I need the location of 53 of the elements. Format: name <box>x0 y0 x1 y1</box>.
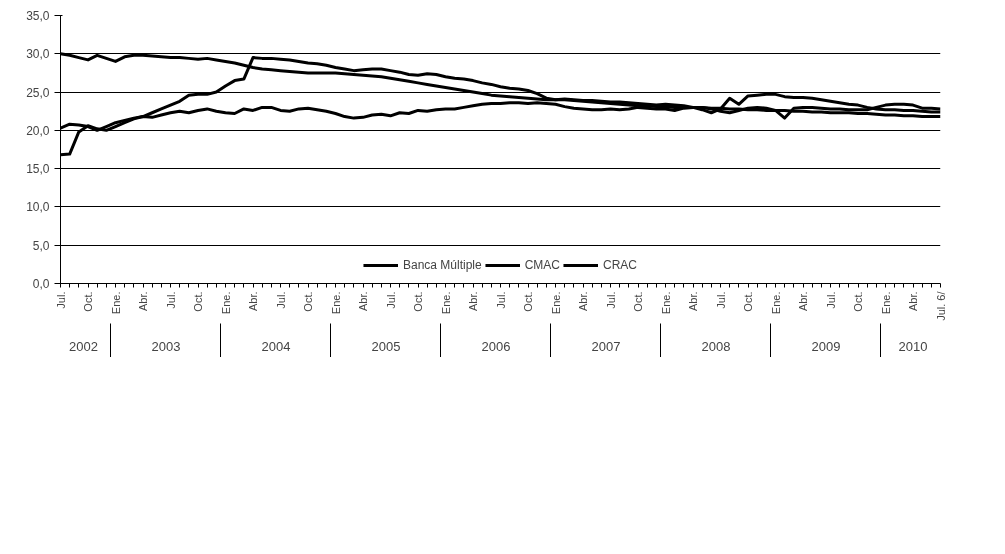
legend-label: CRAC <box>603 258 638 272</box>
x-tick-label: Abr. <box>357 291 369 312</box>
x-tick-label: Oct. <box>632 291 644 312</box>
x-tick-label: Oct. <box>192 291 204 312</box>
x-tick-label: Oct. <box>412 291 424 312</box>
x-tick-label: Abr. <box>907 291 919 312</box>
x-tick-label: Oct. <box>522 291 534 312</box>
x-tick-label: Ene. <box>329 291 342 315</box>
text: 2007 <box>591 338 621 354</box>
x-tick-label: Ene. <box>109 291 122 315</box>
text: 2009 <box>811 338 841 354</box>
x-tick-label: Jul. <box>714 291 727 309</box>
x-tick-label: Abr. <box>577 291 589 312</box>
x-tick-label: Oct. <box>852 291 864 312</box>
x-tick-label: Ene. <box>219 291 232 315</box>
text: 2003 <box>151 338 181 354</box>
x-tick-label: Jul. <box>494 291 507 309</box>
y-tick-label: 30,0 <box>26 47 50 62</box>
text: 2010 <box>898 338 928 354</box>
y-tick-label: 20,0 <box>26 123 50 138</box>
text: 2008 <box>701 338 731 354</box>
x-tick-label: Ene. <box>769 291 782 315</box>
y-tick-label: 35,0 <box>26 9 50 23</box>
x-tick-label: Ene. <box>549 291 562 315</box>
x-tick-label: Jul. <box>384 291 397 309</box>
x-tick-label: Oct. <box>82 291 94 312</box>
x-tick-label: Abr. <box>247 291 259 312</box>
text: 2006 <box>481 338 511 354</box>
legend-label: CMAC <box>524 258 561 272</box>
text: 2004 <box>261 338 291 354</box>
x-tick-label: Jul. 6/ <box>934 290 947 321</box>
y-tick-label: 10,0 <box>26 200 50 215</box>
y-tick-label: 5,0 <box>32 238 50 253</box>
x-tick-label: Jul. <box>54 291 67 309</box>
y-tick-label: 15,0 <box>26 162 50 177</box>
x-tick-label: Oct. <box>302 291 314 312</box>
x-tick-label: Jul. <box>824 291 837 309</box>
x-tick-label: Ene. <box>879 291 892 315</box>
x-tick-label: Abr. <box>467 291 479 312</box>
x-tick-label: Jul. <box>604 291 617 309</box>
x-tick-label: Abr. <box>797 291 809 312</box>
text: 2005 <box>371 338 401 354</box>
legend-label: Banca Múltiple <box>402 258 482 272</box>
x-tick-label: Abr. <box>137 291 149 312</box>
x-tick-label: Oct. <box>742 291 754 312</box>
x-tick-label: Jul. <box>274 291 287 309</box>
y-tick-label: 0,0 <box>32 277 50 291</box>
x-tick-label: Jul. <box>164 291 177 309</box>
x-tick-label: Ene. <box>439 291 452 315</box>
text: 2002 <box>68 338 98 354</box>
y-tick-label: 25,0 <box>26 85 50 100</box>
x-tick-label: Ene. <box>659 291 672 315</box>
x-tick-label: Abr. <box>687 291 699 312</box>
